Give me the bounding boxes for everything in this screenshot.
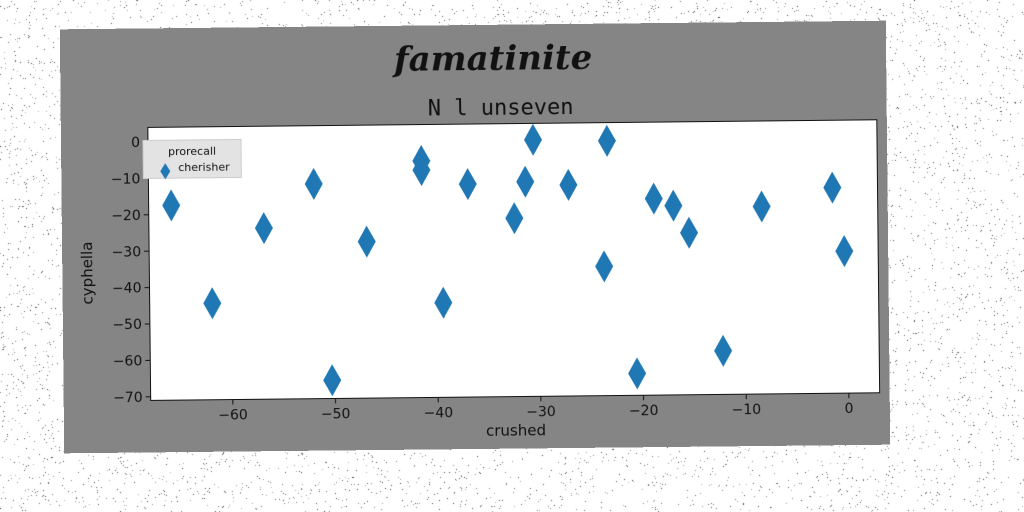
y-tick-label: −30 [112, 244, 142, 260]
data-point [434, 286, 453, 319]
data-point [664, 189, 683, 222]
data-point [823, 171, 842, 204]
x-tick-label: −40 [423, 405, 453, 421]
chart-suptitle: famatinite [392, 38, 593, 80]
x-tick-label: −10 [731, 402, 761, 418]
legend: prorecall cherisher [142, 138, 242, 180]
y-tick-label: −40 [112, 281, 142, 297]
data-point [680, 216, 699, 249]
plot-frame [147, 119, 881, 401]
data-point [203, 287, 222, 320]
data-point [505, 202, 524, 235]
y-tick-label: −60 [113, 353, 143, 369]
data-point [559, 168, 578, 201]
data-point [516, 165, 535, 198]
data-point [597, 124, 616, 157]
legend-marker-cherisher [160, 163, 171, 180]
data-point [524, 123, 543, 156]
y-axis-label: cyphella [78, 242, 97, 305]
chart-title: N l unseven [428, 95, 574, 122]
data-point [835, 235, 854, 268]
data-point [714, 334, 733, 367]
x-tick-label: −60 [218, 407, 248, 423]
x-tick-label: −30 [526, 404, 556, 420]
legend-title: prorecall [168, 145, 216, 159]
chart: famatinite N l unseven −60 −50 −40 −30 −20 −1… [59, 20, 891, 454]
figure: famatinite N l unseven −60 −50 −40 −30 −20 −1… [59, 20, 891, 454]
data-point [644, 182, 663, 215]
data-point [323, 364, 342, 397]
y-tick-label: −20 [111, 208, 141, 224]
data-point [412, 154, 431, 187]
x-axis-label: crushed [486, 421, 546, 440]
legend-label-cherisher: cherisher [178, 161, 230, 175]
y-tick-label: −50 [112, 317, 142, 333]
data-point [357, 225, 376, 258]
x-tick-label: −20 [629, 403, 659, 419]
plot-area: −60 −50 −40 −30 −20 −10 0 0 −10 −20 −30 −40 −50 −60 −7… [111, 119, 881, 424]
x-tick-label: 0 [844, 401, 853, 417]
y-tick-label: −70 [113, 390, 143, 406]
data-point [595, 250, 614, 283]
data-point [628, 357, 647, 390]
data-point [254, 212, 273, 245]
y-tick-label: −10 [111, 171, 141, 187]
data-point [304, 167, 323, 200]
data-point [162, 189, 181, 222]
y-tick-label: 0 [131, 135, 140, 151]
data-point [752, 190, 771, 223]
x-tick-label: −50 [321, 406, 351, 422]
data-point [458, 168, 477, 201]
